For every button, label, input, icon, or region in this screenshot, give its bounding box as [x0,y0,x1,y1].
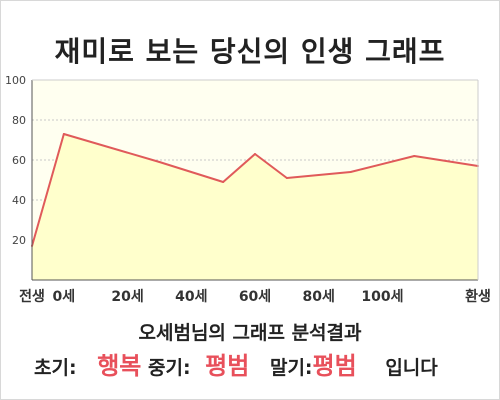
x-tick-label: 20세 [111,289,143,305]
chart-title: 재미로 보는 당신의 인생 그래프 [54,35,446,68]
early-value: 행복 [97,352,142,380]
y-tick-label: 100 [5,74,26,87]
early-label: 초기: [34,357,77,379]
life-graph-chart: 20 40 60 80 100 전생 0세 20세 40세 60세 80세 100세 환생 [5,74,491,305]
result-summary: 초기: 행복 중기: 평범 말기:평범 입니다 [34,346,494,381]
data-point [158,161,161,163]
x-tick-label: 100세 [361,289,403,305]
data-point [285,177,288,179]
x-tick-label: 40세 [175,289,207,305]
x-tick-label: 환생 [465,288,491,305]
data-point [254,153,256,155]
x-tick-label: 60세 [239,289,271,305]
y-tick-label: 40 [12,194,26,207]
mid-label: 중기: [147,357,191,379]
late-value: 평범 [312,352,357,380]
y-tick-label: 80 [12,114,26,127]
x-tick-label: 80세 [303,289,335,305]
x-tick-label: 전생 [19,288,45,305]
data-point [413,155,416,157]
area-fill [32,134,478,280]
mid-value: 평범 [205,352,250,380]
result-title: 오세범님의 그래프 분석결과 [138,322,362,344]
late-label: 말기: [269,357,313,379]
y-tick-label: 60 [12,154,26,167]
y-tick-label: 20 [12,234,26,247]
result-suffix: 입니다 [385,357,438,379]
x-tick-label: 0세 [53,289,76,305]
data-point [62,133,65,135]
data-point [222,181,225,183]
data-point [349,171,352,173]
